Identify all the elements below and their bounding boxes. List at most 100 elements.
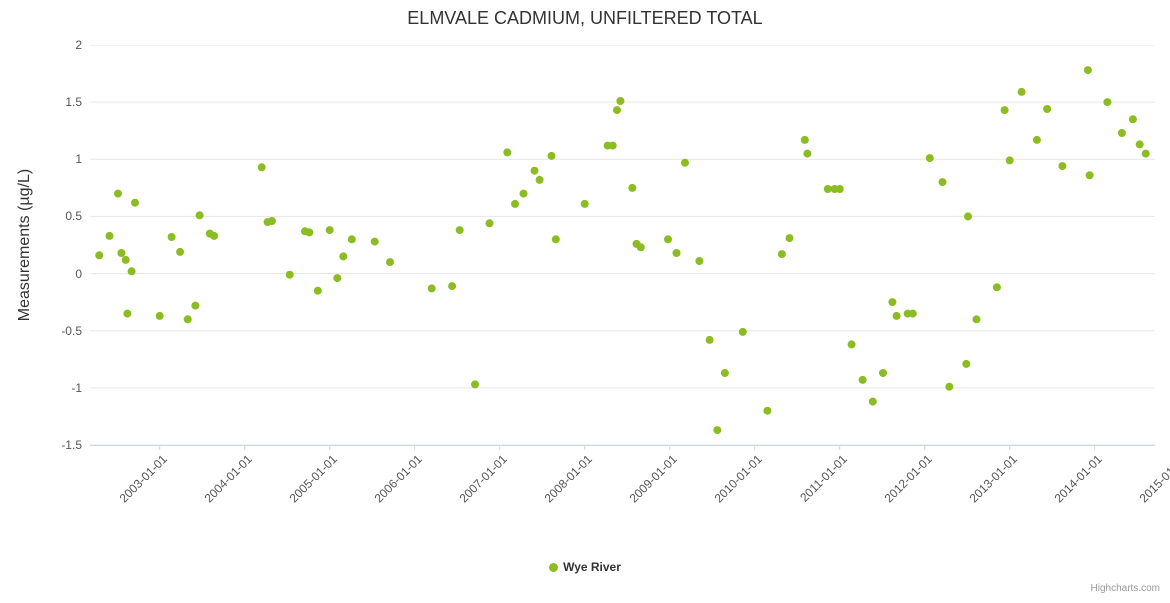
data-point[interactable] bbox=[167, 233, 176, 241]
legend-item-wye-river[interactable]: Wye River bbox=[0, 560, 1170, 574]
data-point[interactable] bbox=[1117, 129, 1126, 137]
data-point[interactable] bbox=[155, 311, 164, 320]
data-point[interactable] bbox=[123, 309, 132, 318]
y-axis-label: 1 bbox=[75, 152, 82, 167]
data-point[interactable] bbox=[628, 183, 637, 192]
data-point[interactable] bbox=[267, 217, 276, 225]
data-point[interactable] bbox=[1005, 156, 1014, 165]
data-point[interactable] bbox=[672, 249, 681, 257]
x-axis-label: 2008-01-01 bbox=[541, 452, 595, 506]
data-point[interactable] bbox=[1043, 105, 1052, 113]
legend-marker-icon bbox=[549, 562, 559, 572]
data-point[interactable] bbox=[1141, 149, 1150, 158]
y-axis-label: 0 bbox=[75, 266, 82, 281]
highcharts-credits-link[interactable]: Highcharts.com bbox=[1090, 583, 1160, 594]
data-point[interactable] bbox=[962, 359, 971, 368]
data-point[interactable] bbox=[636, 243, 645, 252]
data-point[interactable] bbox=[835, 185, 844, 193]
data-point[interactable] bbox=[705, 335, 714, 344]
data-point[interactable] bbox=[105, 231, 114, 240]
data-point[interactable] bbox=[888, 298, 897, 307]
data-point[interactable] bbox=[738, 327, 747, 336]
data-point[interactable] bbox=[511, 199, 519, 208]
data-point[interactable] bbox=[448, 282, 457, 291]
data-point[interactable] bbox=[992, 283, 1001, 292]
data-point[interactable] bbox=[908, 309, 917, 318]
data-point[interactable] bbox=[183, 315, 192, 324]
data-point[interactable] bbox=[176, 247, 185, 256]
data-point[interactable] bbox=[763, 406, 772, 415]
data-point[interactable] bbox=[313, 286, 322, 295]
y-axis-label: 0.5 bbox=[65, 209, 82, 224]
data-point[interactable] bbox=[117, 249, 126, 257]
data-point[interactable] bbox=[868, 397, 877, 406]
x-axis-label: 2012-01-01 bbox=[881, 452, 935, 506]
data-point[interactable] bbox=[455, 226, 464, 235]
data-point[interactable] bbox=[95, 251, 104, 260]
data-point[interactable] bbox=[580, 199, 589, 208]
plot-area[interactable] bbox=[90, 45, 1155, 451]
x-axis-label: 2010-01-01 bbox=[711, 452, 765, 506]
data-point[interactable] bbox=[785, 234, 794, 243]
data-point[interactable] bbox=[800, 135, 809, 144]
data-point[interactable] bbox=[972, 315, 981, 324]
data-point[interactable] bbox=[1000, 106, 1009, 115]
data-point[interactable] bbox=[925, 154, 934, 163]
data-point[interactable] bbox=[530, 166, 539, 175]
data-point[interactable] bbox=[1128, 115, 1137, 124]
data-point[interactable] bbox=[485, 219, 494, 228]
data-point[interactable] bbox=[608, 141, 617, 150]
data-point[interactable] bbox=[131, 198, 139, 207]
data-point[interactable] bbox=[127, 267, 136, 276]
data-point[interactable] bbox=[333, 274, 342, 283]
data-point[interactable] bbox=[121, 255, 130, 264]
data-point[interactable] bbox=[535, 175, 544, 184]
data-point[interactable] bbox=[938, 178, 947, 187]
data-point[interactable] bbox=[427, 284, 436, 293]
data-point[interactable] bbox=[847, 340, 856, 349]
data-point[interactable] bbox=[547, 151, 556, 160]
data-point[interactable] bbox=[285, 270, 294, 279]
data-point[interactable] bbox=[191, 301, 200, 310]
data-point[interactable] bbox=[858, 375, 867, 384]
data-point[interactable] bbox=[370, 237, 379, 246]
data-point[interactable] bbox=[720, 369, 729, 377]
data-point[interactable] bbox=[325, 226, 334, 235]
data-point[interactable] bbox=[1135, 140, 1144, 149]
chart-title: ELMVALE CADMIUM, UNFILTERED TOTAL bbox=[407, 8, 763, 28]
data-point[interactable] bbox=[471, 380, 479, 389]
data-point[interactable] bbox=[664, 235, 672, 244]
data-point[interactable] bbox=[681, 158, 689, 167]
data-point[interactable] bbox=[823, 185, 832, 193]
data-point[interactable] bbox=[195, 211, 204, 220]
data-point[interactable] bbox=[695, 257, 704, 265]
data-point[interactable] bbox=[1103, 98, 1112, 107]
data-point[interactable] bbox=[347, 235, 356, 244]
data-point[interactable] bbox=[964, 212, 972, 221]
data-point[interactable] bbox=[114, 189, 122, 198]
data-point[interactable] bbox=[892, 311, 901, 320]
y-axis-label: -1.5 bbox=[61, 438, 82, 452]
data-point[interactable] bbox=[305, 228, 314, 237]
data-point[interactable] bbox=[945, 382, 954, 391]
data-point[interactable] bbox=[210, 231, 219, 240]
data-point[interactable] bbox=[551, 235, 560, 244]
data-point[interactable] bbox=[1083, 66, 1092, 75]
data-point[interactable] bbox=[616, 97, 625, 105]
data-point[interactable] bbox=[1017, 87, 1026, 96]
data-point[interactable] bbox=[519, 189, 528, 198]
data-point[interactable] bbox=[713, 426, 722, 435]
y-axis-label: -0.5 bbox=[61, 323, 82, 338]
data-point[interactable] bbox=[1058, 162, 1067, 171]
data-point[interactable] bbox=[257, 163, 266, 172]
data-point[interactable] bbox=[777, 250, 786, 259]
data-point[interactable] bbox=[386, 258, 394, 267]
data-point[interactable] bbox=[879, 369, 887, 377]
data-point[interactable] bbox=[613, 106, 621, 115]
data-point[interactable] bbox=[503, 148, 512, 157]
data-point[interactable] bbox=[1085, 171, 1094, 180]
data-point[interactable] bbox=[339, 252, 348, 261]
data-point[interactable] bbox=[803, 149, 812, 158]
x-axis-label: 2004-01-01 bbox=[201, 452, 255, 506]
data-point[interactable] bbox=[1032, 135, 1041, 144]
